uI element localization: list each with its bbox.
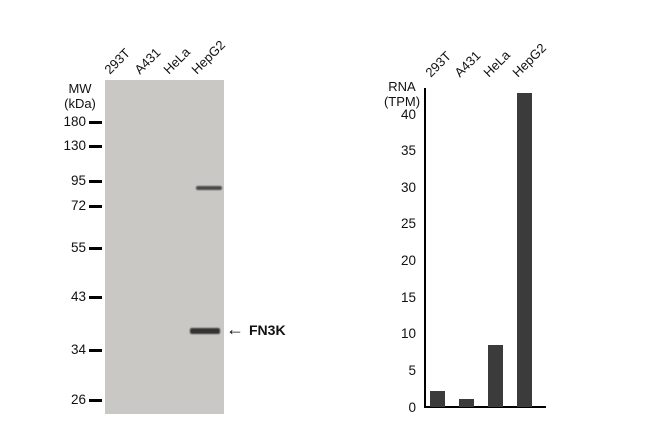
mw-marker-label: 95 (70, 173, 86, 188)
mw-marker-label: 180 (63, 114, 86, 129)
y-tick-label-0: 0 (408, 399, 416, 415)
mw-marker-26: 26 (50, 392, 103, 408)
mw-marker-180: 180 (50, 114, 103, 130)
band-annotation: ← FN3K (226, 319, 286, 339)
mw-axis-title-line2: (kDa) (64, 96, 96, 111)
blot-lane-label-HepG2: HepG2 (188, 37, 229, 77)
blot-lane-label-A431: A431 (131, 44, 164, 77)
y-tick-label-20: 20 (400, 253, 416, 268)
mw-marker-34: 34 (50, 342, 103, 358)
chart-y-axis-title-line2: (TPM) (383, 94, 421, 109)
chart-category-label-A431: A431 (451, 47, 484, 80)
mw-tick-mark (89, 180, 102, 183)
y-tick-label-10: 10 (400, 326, 416, 342)
chart-y-axis-title: RNA (TPM) (376, 79, 428, 109)
fn3k-band (190, 328, 220, 334)
y-axis-line (424, 88, 426, 408)
bar-HepG2 (517, 92, 532, 408)
bar-HeLa (488, 345, 503, 408)
mw-marker-43: 43 (50, 289, 103, 305)
mw-marker-55: 55 (50, 240, 103, 256)
y-tick-label-40: 40 (400, 106, 416, 122)
mw-tick-mark (89, 247, 102, 250)
upper-band (196, 186, 222, 190)
y-tick-label-30: 30 (400, 179, 416, 195)
chart-category-label-HepG2: HepG2 (509, 40, 550, 80)
arrow-left-icon: ← (226, 319, 244, 339)
mw-marker-label: 43 (70, 289, 86, 304)
mw-marker-label: 55 (70, 240, 86, 255)
mw-tick-mark (89, 399, 102, 402)
blot-lane-label-293T: 293T (101, 45, 133, 77)
bar-A431 (459, 398, 474, 408)
mw-tick-mark (89, 205, 102, 208)
chart-category-label-HeLa: HeLa (480, 47, 513, 80)
mw-tick-mark (89, 349, 102, 352)
y-tick-label-25: 25 (400, 216, 416, 232)
mw-marker-130: 130 (50, 138, 103, 154)
y-tick-label-15: 15 (400, 289, 416, 305)
mw-axis-title: MW (kDa) (56, 81, 104, 111)
mw-marker-95: 95 (50, 173, 103, 189)
mw-axis-title-line1: MW (68, 81, 92, 96)
mw-marker-label: 130 (63, 138, 86, 153)
mw-marker-label: 26 (70, 392, 86, 407)
mw-marker-label: 34 (70, 342, 86, 357)
mw-tick-mark (89, 296, 102, 299)
x-axis-line (424, 406, 546, 408)
chart-category-label-293T: 293T (422, 48, 454, 80)
mw-tick-mark (89, 121, 102, 124)
mw-marker-label: 72 (70, 198, 86, 213)
band-annotation-label: FN3K (249, 322, 286, 338)
chart-y-axis-title-line1: RNA (388, 79, 416, 94)
mw-marker-72: 72 (50, 198, 103, 214)
bar-293T (430, 391, 445, 408)
blot-lane-label-HeLa: HeLa (160, 44, 193, 77)
mw-tick-mark (89, 145, 102, 148)
y-tick-label-5: 5 (408, 362, 416, 378)
blot-membrane (105, 80, 224, 414)
y-tick-label-35: 35 (400, 143, 416, 159)
